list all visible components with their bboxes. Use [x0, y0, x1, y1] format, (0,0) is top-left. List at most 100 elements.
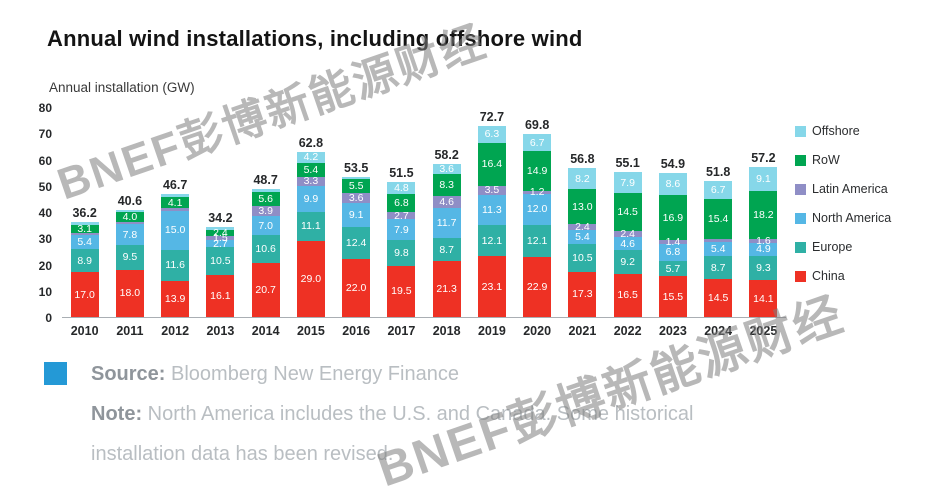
segment-value-label: 11.3 — [482, 203, 502, 216]
segment-value-label: 29.0 — [300, 272, 322, 285]
y-tick-50: 50 — [38, 179, 52, 194]
segment-value-label: 4.6 — [439, 195, 454, 208]
segment-value-label: 1.2 — [529, 186, 545, 199]
segment-offshore-2017: 4.8 — [387, 181, 416, 195]
segment-value-label: 20.7 — [255, 283, 276, 296]
segment-china-2023: 15.5 — [658, 276, 687, 317]
segment-europe-2021: 10.5 — [568, 244, 597, 272]
segment-europe-2022: 9.2 — [613, 249, 642, 274]
segment-china-2010: 17.0 — [70, 272, 99, 317]
bar-group-2021: 56.8 17.3 10.5 5.4 2.4 13.0 8.2 2021 — [560, 108, 605, 338]
y-axis-label: Annual installation (GW) — [49, 80, 195, 95]
total-label-2023: 54.9 — [660, 156, 686, 171]
legend-label-latin-america: Latin America — [812, 182, 888, 196]
segment-offshore-2010 — [70, 222, 99, 225]
segment-offshore-2015: 4.2 — [296, 151, 325, 163]
x-tick-2023: 2023 — [658, 324, 687, 338]
segment-offshore-2016 — [342, 176, 371, 179]
segment-value-label: 6.3 — [484, 128, 500, 141]
y-tick-70: 70 — [38, 127, 52, 142]
segment-row-2019: 16.4 — [477, 142, 506, 186]
segment-value-label: 7.8 — [122, 228, 138, 241]
segment-value-label: 17.0 — [74, 288, 95, 301]
segment-value-label: 6.7 — [529, 136, 545, 149]
legend-item-row: RoW — [795, 153, 891, 167]
segment-value-label: 12.4 — [345, 236, 367, 249]
segment-value-label: 5.5 — [348, 180, 364, 193]
y-axis: 0 10 20 30 40 50 60 70 80 — [14, 101, 52, 325]
source-note-block: Source: Bloomberg New Energy Finance Not… — [44, 354, 771, 474]
chart-legend: Offshore RoW Latin America North America Eur… — [795, 124, 891, 298]
segment-value-label: 13.9 — [164, 292, 186, 305]
segment-value-label: 5.7 — [665, 262, 681, 275]
segment-latin-america-2015: 3.3 — [296, 176, 325, 187]
total-label-2014: 48.7 — [253, 173, 278, 188]
segment-row-2017: 6.8 — [387, 194, 416, 213]
segment-north-america-2022: 4.6 — [613, 237, 642, 250]
segment-value-label: 9.5 — [122, 251, 138, 264]
segment-value-label: 5.4 — [575, 230, 590, 243]
total-label-2015: 62.8 — [298, 135, 324, 150]
note-label: Note: — [91, 403, 143, 425]
x-tick-2011: 2011 — [116, 324, 144, 338]
segment-north-america-2014: 7.0 — [251, 216, 280, 235]
legend-swatch-row — [795, 154, 806, 166]
segment-value-label: 1.4 — [665, 235, 681, 248]
segment-china-2025: 14.1 — [749, 280, 778, 317]
bar-group-2012: 46.7 13.9 11.6 15.0 4.1 2012 — [153, 108, 198, 338]
segment-north-america-2019: 11.3 — [477, 194, 506, 225]
stacked-bar-2012: 13.9 11.6 15.0 4.1 — [161, 194, 190, 317]
total-label-2022: 55.1 — [615, 156, 640, 171]
segment-row-2016: 5.5 — [342, 178, 371, 194]
segment-value-label: 4.9 — [756, 243, 771, 256]
segment-north-america-2023: 6.8 — [658, 243, 687, 262]
segment-value-label: 16.1 — [210, 289, 231, 302]
segment-value-label: 4.1 — [167, 196, 183, 209]
segment-value-label: 19.5 — [391, 285, 412, 298]
segment-china-2020: 22.9 — [523, 256, 552, 317]
segment-row-2015: 5.4 — [296, 162, 325, 178]
segment-value-label: 1.5 — [213, 232, 228, 245]
segment-north-america-2018: 11.7 — [432, 207, 461, 239]
segment-north-america-2024: 5.4 — [704, 241, 733, 257]
legend-label-europe: Europe — [812, 240, 853, 254]
segment-china-2018: 21.3 — [432, 261, 461, 317]
segment-north-america-2012: 15.0 — [161, 210, 190, 251]
segment-value-label: 15.4 — [707, 212, 729, 225]
bnef-logo-square — [44, 362, 67, 385]
stacked-bar-2017: 19.5 9.8 7.9 2.7 6.8 4.8 — [387, 181, 416, 317]
segment-offshore-2020: 6.7 — [523, 133, 552, 152]
segment-row-2010: 3.1 — [70, 222, 99, 235]
segment-latin-america-2010 — [70, 233, 99, 235]
segment-value-label: 13.0 — [572, 200, 593, 213]
segment-north-america-2015: 9.9 — [296, 185, 325, 212]
segment-value-label: 12.0 — [526, 203, 548, 216]
segment-offshore-2025: 9.1 — [749, 166, 778, 191]
total-label-2019: 72.7 — [479, 110, 505, 125]
segment-value-label: 7.9 — [394, 223, 409, 236]
total-label-2020: 69.8 — [524, 117, 550, 132]
segment-value-label: 2.4 — [575, 220, 590, 233]
segment-latin-america-2021: 2.4 — [568, 220, 597, 233]
segment-value-label: 10.5 — [210, 254, 231, 267]
segment-china-2015: 29.0 — [296, 240, 325, 317]
x-tick-2017: 2017 — [387, 324, 416, 338]
segment-offshore-2013 — [206, 227, 235, 230]
segment-value-label: 9.2 — [620, 255, 635, 268]
total-label-2017: 51.5 — [389, 165, 414, 180]
segment-north-america-2025: 4.9 — [749, 242, 778, 256]
segment-offshore-2014 — [251, 189, 280, 192]
segment-row-2025: 18.2 — [749, 190, 778, 239]
segment-north-america-2011: 7.8 — [115, 224, 144, 245]
x-tick-2014: 2014 — [251, 324, 280, 338]
segment-value-label: 4.0 — [122, 211, 138, 223]
segment-europe-2025: 9.3 — [749, 255, 778, 280]
segment-value-label: 11.7 — [436, 216, 457, 229]
x-tick-2013: 2013 — [206, 324, 235, 338]
segment-offshore-2011 — [115, 210, 144, 212]
x-tick-2022: 2022 — [613, 324, 642, 338]
segment-value-label: 18.0 — [119, 287, 141, 300]
segment-value-label: 3.1 — [77, 222, 92, 235]
legend-item-latin-america: Latin America — [795, 182, 891, 196]
